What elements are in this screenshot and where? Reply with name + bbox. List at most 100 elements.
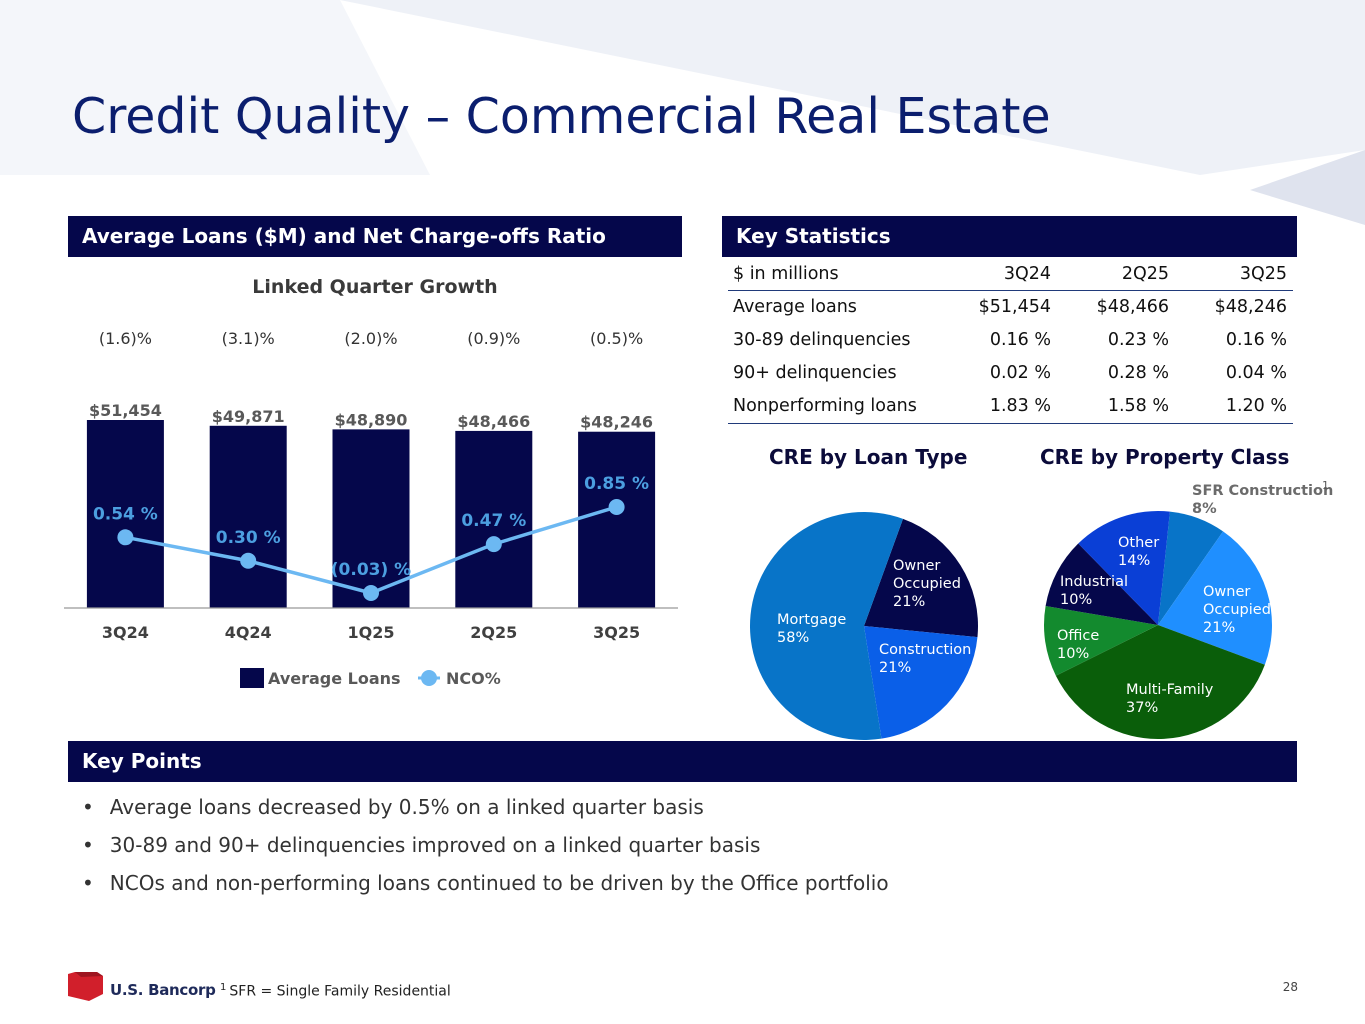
key-point-item: NCOs and non-performing loans continued … [82, 866, 889, 904]
loans-nco-chart: Linked Quarter Growth (1.6)% (3.1)% (2.0)%… [64, 276, 678, 688]
growth-label: (0.9)% [467, 329, 520, 348]
footnote-text: SFR = Single Family Residential [229, 983, 451, 1000]
chart-panel-header-text: Average Loans ($M) and Net Charge-offs R… [82, 224, 606, 248]
x-tick-label: 4Q24 [225, 623, 272, 642]
legend-bar-swatch [240, 668, 264, 688]
key-points-header-text: Key Points [82, 749, 202, 773]
average-loans-bar [209, 425, 287, 608]
loan-type-pie-title: CRE by Loan Type [769, 445, 968, 469]
x-tick-label: 1Q25 [348, 623, 395, 642]
nco-value-label: 0.54 % [93, 504, 158, 524]
x-tick-label: 3Q24 [102, 623, 149, 642]
pie-slice [864, 518, 978, 638]
nco-point [608, 499, 625, 515]
bank-logo-text: U.S. Bancorp [110, 981, 216, 999]
pie-slice-label: Mortgage 58% [777, 612, 846, 646]
table-row: Nonperforming loans 1.83 % 1.58 % 1.20 % [728, 390, 1293, 424]
table-row: Average loans $51,454 $48,466 $48,246 [728, 291, 1293, 324]
average-loans-bar [455, 430, 533, 608]
table-cell: 1.83 % [989, 396, 1051, 416]
table-cell: 0.28 % [1107, 363, 1169, 383]
x-tick-label: 2Q25 [470, 623, 517, 642]
nco-point [363, 585, 379, 601]
pie-slice [1158, 511, 1224, 625]
table-header-cell: 3Q24 [1003, 264, 1051, 284]
table-row: 30-89 delinquencies 0.16 % 0.23 % 0.16 % [728, 324, 1293, 357]
pie-slice [750, 512, 903, 740]
chart-panel-header: Average Loans ($M) and Net Charge-offs R… [68, 216, 682, 257]
nco-point [240, 552, 257, 569]
chart-subtitle: Linked Quarter Growth [252, 276, 497, 298]
average-loans-bar [332, 429, 410, 608]
key-points-list: Average loans decreased by 0.5% on a lin… [82, 790, 889, 904]
nco-value-label: 0.47 % [461, 511, 526, 531]
pie-slice-label: SFR Construction 8% [1192, 483, 1333, 517]
footnote: 1 SFR = Single Family Residential [220, 982, 451, 1000]
table-cell: 0.16 % [1225, 330, 1287, 350]
key-point-item: Average loans decreased by 0.5% on a lin… [82, 790, 889, 828]
key-point-item: 30-89 and 90+ delinquencies improved on … [82, 828, 889, 866]
stats-panel-header: Key Statistics [722, 216, 1297, 257]
pie-slice [1055, 625, 1265, 739]
table-header-row: $ in millions 3Q24 2Q25 3Q25 [728, 259, 1293, 291]
table-cell: $48,466 [1096, 297, 1169, 317]
table-cell: 90+ delinquencies [733, 363, 897, 383]
key-statistics-table: $ in millions 3Q24 2Q25 3Q25 Average loa… [728, 259, 1293, 424]
growth-label: (3.1)% [222, 329, 275, 348]
table-cell: 0.16 % [989, 330, 1051, 350]
table-row: 90+ delinquencies 0.02 % 0.28 % 0.04 % [728, 357, 1293, 390]
table-cell: 0.02 % [989, 363, 1051, 383]
bar-value-label: $49,871 [212, 407, 285, 426]
pie-slice [1078, 511, 1170, 625]
property-class-pie-chart: SFR Construction 8%1 Owner Occupied 21% Multi… [1044, 479, 1333, 739]
table-header-cell: 3Q25 [1239, 264, 1287, 284]
growth-label: (1.6)% [99, 329, 152, 348]
table-header-cell: 2Q25 [1121, 264, 1169, 284]
key-points-header: Key Points [68, 741, 1297, 782]
average-loans-bar [578, 431, 656, 608]
nco-value-label: (0.03) % [331, 560, 411, 580]
growth-label: (0.5)% [590, 329, 643, 348]
nco-value-label: 0.30 % [216, 528, 281, 548]
pie-slice-label: Owner Occupied 21% [1203, 584, 1271, 636]
growth-label: (2.0)% [344, 329, 397, 348]
pie-slice-label: Owner Occupied 21% [893, 558, 961, 610]
pie-label-superscript: 1 [1322, 479, 1329, 492]
nco-point [117, 529, 134, 546]
loan-type-pie-chart: Owner Occupied 21% Construction 21% Mortgage 5… [750, 512, 978, 740]
average-loans-bar [86, 420, 164, 608]
pie-slice [1044, 605, 1158, 676]
property-class-pie-title: CRE by Property Class [1040, 445, 1290, 469]
pie-slice [864, 626, 978, 739]
pie-slice-label: Construction 21% [879, 642, 971, 676]
pie-slice [1045, 543, 1158, 625]
legend-label: Average Loans [268, 669, 401, 688]
table-cell: 0.23 % [1107, 330, 1169, 350]
pie-slice-label: Industrial 10% [1060, 574, 1128, 608]
pie-slice-label: Multi-Family 37% [1126, 682, 1214, 716]
table-cell: 1.58 % [1107, 396, 1169, 416]
nco-value-label: 0.85 % [584, 474, 649, 494]
bar-value-label: $51,454 [89, 401, 162, 420]
table-cell: $48,246 [1214, 297, 1287, 317]
table-cell: Average loans [733, 297, 857, 317]
table-cell: 30-89 delinquencies [733, 330, 911, 350]
pie-slice-label: Office 10% [1057, 628, 1099, 662]
footnote-marker: 1 [220, 982, 227, 993]
x-tick-label: 3Q25 [593, 623, 640, 642]
nco-point [485, 536, 502, 553]
bank-logo-icon [68, 972, 103, 1001]
pie-slice-label: Other 14% [1118, 535, 1159, 569]
page-title: Credit Quality – Commercial Real Estate [72, 88, 1051, 145]
bar-value-label: $48,890 [335, 410, 408, 429]
page-number: 28 [1282, 980, 1298, 994]
table-header-cell: $ in millions [733, 264, 839, 284]
bar-value-label: $48,466 [457, 412, 530, 431]
legend-point-swatch [421, 670, 437, 686]
table-cell: $51,454 [978, 297, 1051, 317]
table-cell: Nonperforming loans [733, 396, 917, 416]
pie-slice [1158, 531, 1272, 665]
legend-label: NCO% [446, 669, 501, 688]
table-cell: 1.20 % [1225, 396, 1287, 416]
